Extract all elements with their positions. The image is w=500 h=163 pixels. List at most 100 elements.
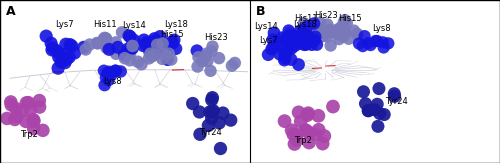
Text: His15: His15 — [338, 14, 362, 23]
Point — [302, 43, 310, 46]
Point — [270, 32, 278, 34]
Point — [60, 53, 68, 56]
Point — [160, 53, 168, 56]
Point — [343, 22, 351, 24]
Point — [158, 58, 166, 60]
Point — [102, 76, 110, 79]
Point — [100, 38, 108, 41]
Text: His11: His11 — [294, 14, 318, 23]
Point — [306, 29, 314, 32]
Point — [57, 61, 65, 63]
Point — [158, 41, 166, 44]
Point — [311, 133, 319, 136]
Point — [112, 69, 120, 72]
Point — [30, 127, 38, 130]
Point — [158, 42, 166, 45]
Point — [188, 102, 196, 105]
Point — [42, 35, 50, 37]
Point — [226, 119, 234, 121]
Point — [264, 53, 272, 56]
Point — [304, 39, 312, 42]
Point — [310, 26, 318, 28]
Point — [193, 49, 201, 52]
Point — [22, 102, 30, 104]
Point — [302, 130, 310, 132]
Point — [121, 57, 129, 59]
Point — [196, 111, 203, 113]
Point — [288, 129, 296, 132]
Point — [148, 55, 156, 58]
Point — [276, 53, 283, 55]
Point — [314, 128, 322, 131]
Point — [286, 32, 294, 34]
Point — [150, 54, 158, 56]
Text: Tyr24: Tyr24 — [385, 97, 408, 106]
Point — [339, 35, 347, 38]
Point — [30, 120, 38, 122]
Point — [65, 56, 73, 59]
Point — [374, 125, 382, 128]
Point — [126, 59, 134, 62]
Point — [364, 109, 372, 112]
Point — [316, 21, 324, 24]
Point — [350, 29, 358, 32]
Point — [142, 43, 150, 46]
Point — [353, 33, 361, 36]
Point — [284, 29, 292, 32]
Point — [134, 60, 142, 63]
Text: Lys8: Lys8 — [372, 24, 390, 33]
Point — [323, 31, 331, 34]
Point — [390, 95, 398, 98]
Point — [215, 57, 223, 59]
Point — [364, 42, 372, 44]
Point — [62, 43, 70, 45]
Text: Lys14: Lys14 — [254, 22, 278, 31]
Point — [314, 26, 322, 29]
Point — [54, 56, 62, 58]
Point — [372, 40, 380, 42]
Point — [108, 73, 116, 75]
Point — [390, 92, 398, 95]
Point — [290, 143, 298, 145]
Point — [47, 42, 55, 44]
Point — [168, 42, 176, 45]
Point — [366, 44, 374, 46]
Point — [326, 44, 334, 47]
Point — [314, 28, 322, 31]
Point — [104, 72, 112, 74]
Point — [296, 120, 304, 123]
Point — [22, 120, 30, 123]
Point — [24, 101, 32, 104]
Point — [151, 39, 159, 42]
Point — [376, 112, 384, 115]
Point — [312, 36, 320, 38]
Point — [219, 112, 227, 114]
Point — [102, 46, 110, 49]
Point — [105, 48, 113, 51]
Point — [318, 142, 326, 145]
Text: Tyr24: Tyr24 — [198, 128, 222, 137]
Point — [30, 119, 38, 121]
Point — [128, 44, 136, 47]
Point — [100, 84, 108, 87]
Point — [102, 44, 110, 47]
Point — [341, 19, 349, 21]
Point — [215, 122, 223, 124]
Point — [164, 52, 172, 55]
Point — [155, 51, 163, 54]
Point — [268, 48, 276, 50]
Point — [308, 33, 316, 36]
Point — [355, 42, 363, 45]
Point — [316, 35, 324, 38]
Point — [208, 99, 216, 101]
Point — [231, 62, 239, 64]
Point — [146, 51, 154, 53]
Point — [18, 110, 26, 112]
Point — [52, 49, 60, 52]
Point — [306, 33, 314, 35]
Text: His11: His11 — [93, 20, 117, 29]
Point — [146, 45, 154, 48]
Point — [280, 59, 288, 61]
Point — [153, 44, 161, 46]
Point — [302, 28, 310, 30]
